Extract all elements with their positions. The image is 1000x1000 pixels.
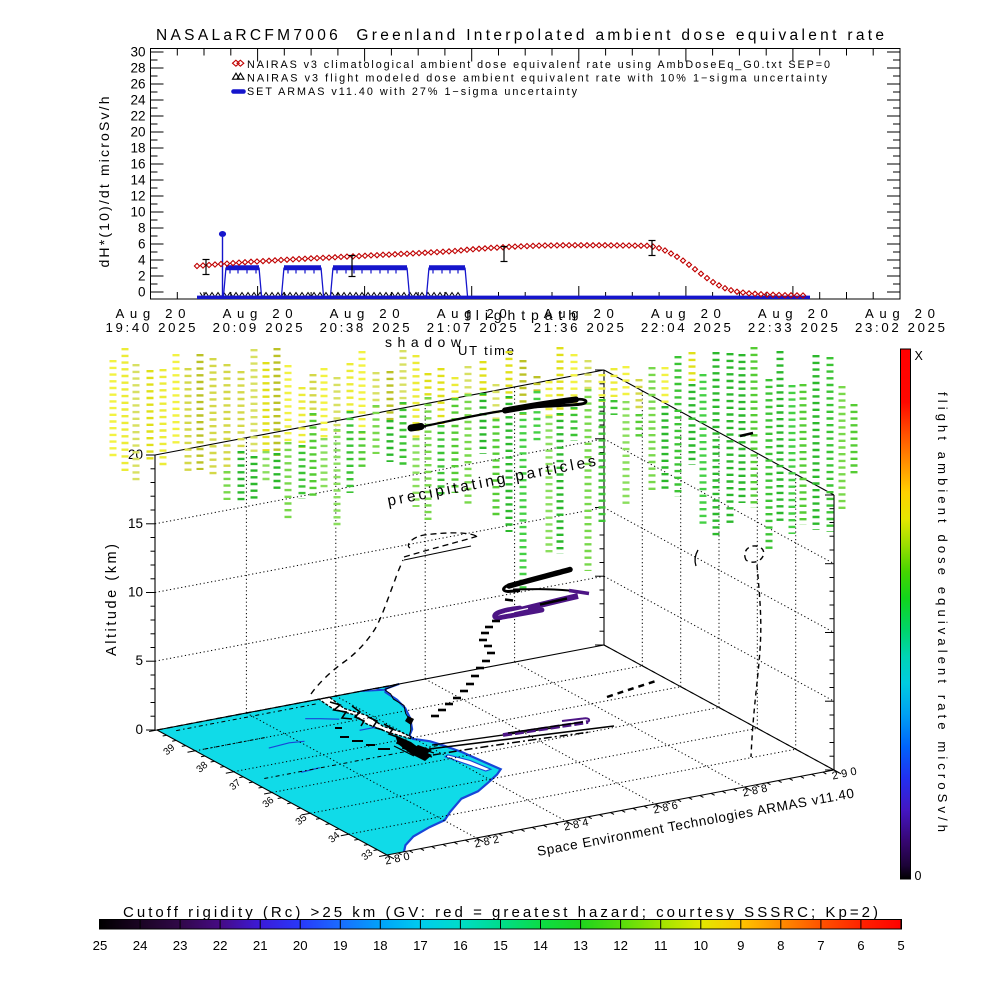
svg-text:0: 0: [138, 285, 146, 300]
svg-text:21: 21: [253, 938, 268, 953]
svg-text:6: 6: [138, 237, 146, 252]
svg-text:23: 23: [173, 938, 188, 953]
svg-text:flight ambient dose equivalent: flight ambient dose equivalent rate micr…: [935, 392, 950, 832]
svg-text:16: 16: [130, 157, 145, 172]
svg-text:UT time: UT time: [458, 343, 514, 358]
svg-text:7: 7: [817, 938, 824, 953]
svg-text:NASALaRCFM7006 Greenland Inte: NASALaRCFM7006 Greenland Interpolated am…: [156, 27, 884, 44]
svg-text:10: 10: [130, 205, 145, 220]
svg-text:SET ARMAS v11.40 with 27% 1−si: SET ARMAS v11.40 with 27% 1−sigma uncert…: [247, 86, 578, 98]
svg-text:20: 20: [293, 938, 308, 953]
svg-text:0: 0: [915, 869, 922, 883]
svg-text:NAIRAS v3 climatological ambie: NAIRAS v3 climatological ambient dose eq…: [247, 59, 830, 71]
svg-text:8: 8: [777, 938, 784, 953]
svg-text:26: 26: [130, 77, 145, 92]
svg-text:5: 5: [135, 653, 143, 668]
svg-text:24: 24: [133, 938, 148, 953]
svg-text:shadow: shadow: [385, 334, 462, 350]
svg-text:20: 20: [130, 125, 145, 140]
svg-text:14: 14: [130, 173, 146, 188]
svg-text:12: 12: [613, 938, 628, 953]
svg-text:8: 8: [138, 221, 146, 236]
svg-text:NAIRAS v3 flight modeled dose: NAIRAS v3 flight modeled dose ambient eq…: [247, 73, 828, 85]
svg-text:22: 22: [130, 109, 145, 124]
svg-text:2: 2: [138, 269, 146, 284]
svg-text:14: 14: [533, 938, 548, 953]
svg-text:5: 5: [897, 938, 904, 953]
svg-text:28: 28: [130, 61, 145, 76]
svg-text:15: 15: [128, 516, 143, 531]
svg-text:13: 13: [573, 938, 588, 953]
svg-text:15: 15: [493, 938, 508, 953]
svg-text:10: 10: [128, 585, 143, 600]
svg-text:4: 4: [138, 253, 146, 268]
svg-text:9: 9: [737, 938, 744, 953]
svg-text:X: X: [915, 349, 924, 363]
svg-text:30: 30: [130, 45, 145, 60]
svg-text:19: 19: [333, 938, 348, 953]
svg-text:10: 10: [693, 938, 708, 953]
svg-text:dH*(10)/dt microSv/h: dH*(10)/dt microSv/h: [96, 97, 112, 268]
svg-text:16: 16: [453, 938, 468, 953]
svg-text:0: 0: [135, 722, 143, 737]
svg-text:22: 22: [213, 938, 228, 953]
svg-text:6: 6: [857, 938, 864, 953]
svg-text:flightpath: flightpath: [466, 307, 576, 323]
svg-text:11: 11: [654, 938, 668, 953]
svg-text:24: 24: [130, 93, 146, 108]
svg-text:18: 18: [130, 141, 145, 156]
svg-text:12: 12: [130, 189, 145, 204]
svg-text:25: 25: [93, 938, 108, 953]
svg-text:17: 17: [413, 938, 428, 953]
svg-text:18: 18: [373, 938, 388, 953]
